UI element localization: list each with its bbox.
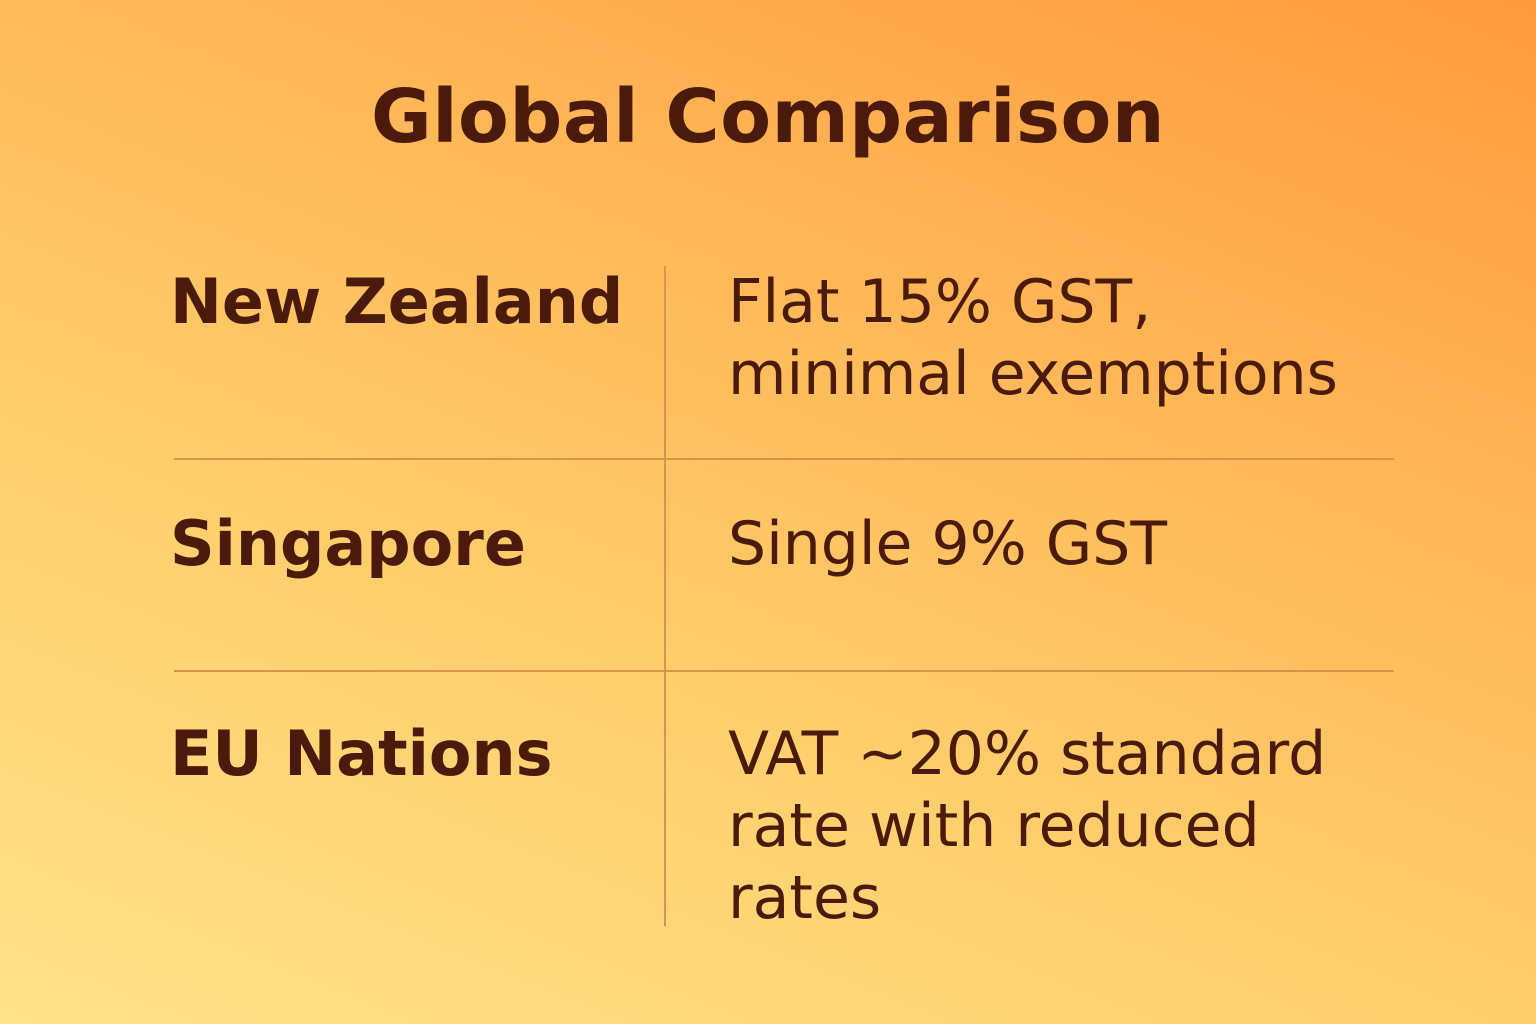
comparison-table: New Zealand Flat 15% GST, minimal exempt…: [170, 266, 1394, 933]
column-divider: [664, 266, 666, 926]
row-divider: [174, 670, 1394, 672]
country-name: EU Nations: [170, 717, 553, 790]
tax-description: VAT ~20% standard rate with reduced rate…: [728, 719, 1327, 933]
page-title: Global Comparison: [370, 74, 1166, 160]
row-divider: [174, 458, 1394, 460]
tax-description: Single 9% GST: [728, 509, 1168, 579]
country-name: New Zealand: [170, 265, 624, 338]
country-name: Singapore: [170, 507, 526, 580]
tax-description: Flat 15% GST, minimal exemptions: [728, 267, 1338, 409]
